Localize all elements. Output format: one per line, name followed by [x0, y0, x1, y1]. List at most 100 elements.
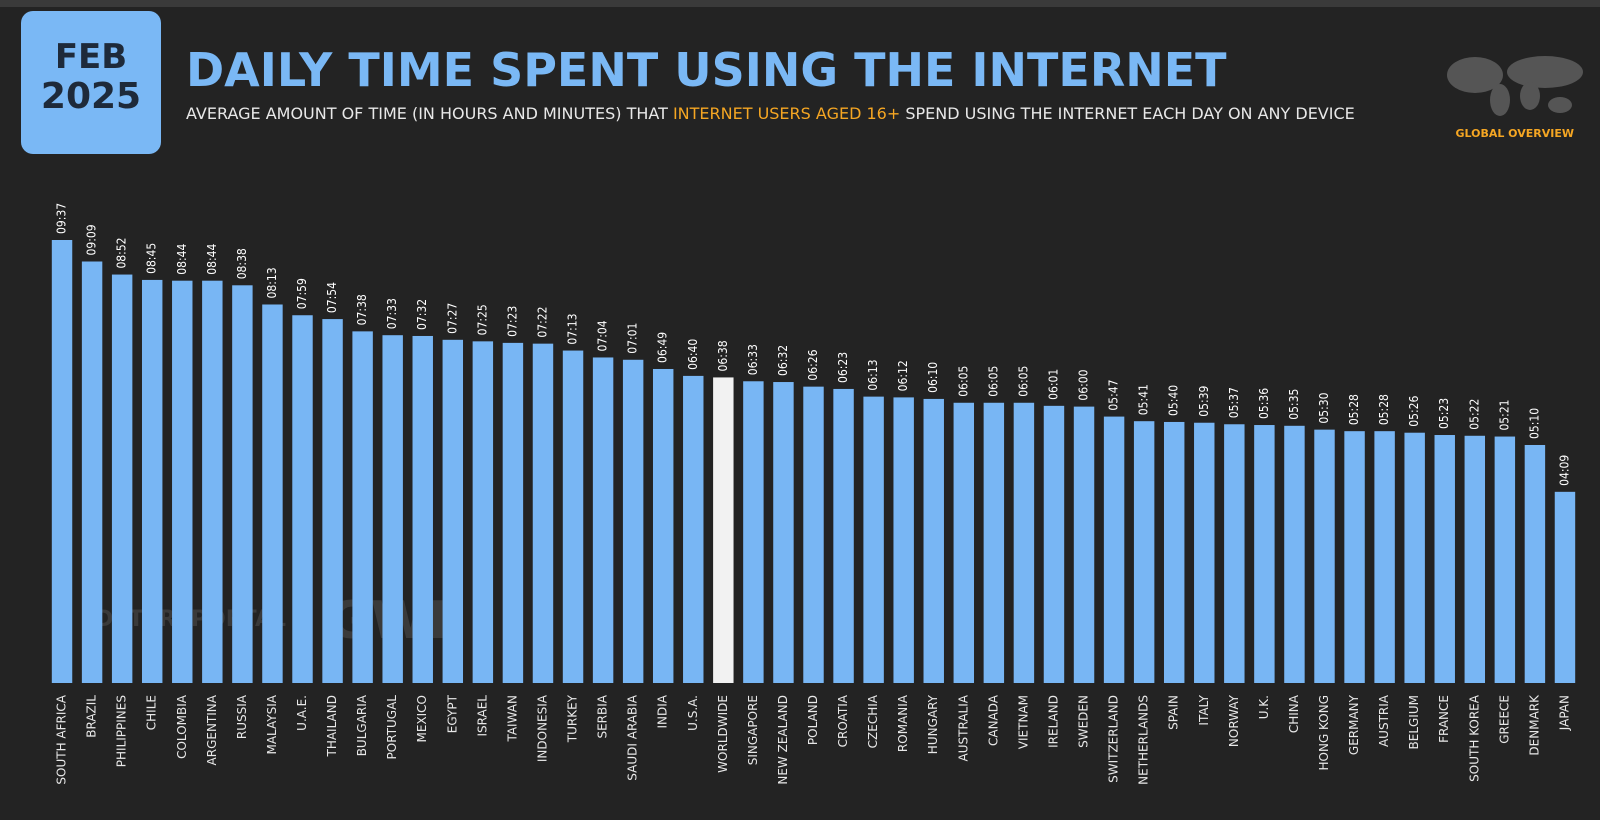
x-tick-label: BELGIUM — [1407, 695, 1421, 749]
value-label: 07:04 — [596, 320, 610, 351]
badge-month: FEB — [55, 37, 127, 77]
date-badge — [21, 11, 161, 154]
bar — [743, 381, 764, 683]
x-tick-label: NEW ZEALAND — [776, 695, 790, 785]
badge-year: 2025 — [41, 76, 141, 117]
bar — [1163, 421, 1185, 683]
x-tick-label: ARGENTINA — [205, 694, 219, 765]
x-tick-label: CHILE — [145, 695, 159, 730]
x-tick-label: HUNGARY — [926, 694, 940, 754]
x-tick-label: SINGAPORE — [746, 695, 760, 765]
value-label: 05:10 — [1527, 408, 1541, 439]
x-tick-label: CZECHIA — [866, 694, 880, 748]
bar — [863, 396, 884, 683]
x-tick-label: COLOMBIA — [175, 694, 189, 759]
bar — [232, 285, 253, 683]
bar — [983, 402, 1005, 683]
x-tick-label: AUSTRIA — [1377, 694, 1391, 747]
x-tick-label: SOUTH AFRICA — [55, 694, 69, 784]
value-label: 05:21 — [1497, 399, 1511, 430]
x-tick-label: INDIA — [656, 694, 670, 728]
x-tick-label: CANADA — [986, 694, 1000, 746]
value-label: 09:09 — [85, 224, 99, 255]
bar — [382, 335, 403, 683]
bar — [352, 331, 373, 683]
x-tick-label: BULGARIA — [355, 694, 369, 756]
bar — [202, 280, 223, 683]
value-label: 06:26 — [806, 349, 820, 380]
value-label: 05:40 — [1167, 385, 1181, 416]
bar — [1494, 436, 1516, 683]
bar — [592, 357, 614, 683]
value-label: 08:44 — [205, 243, 219, 274]
value-label: 06:12 — [896, 360, 910, 391]
bar — [1554, 491, 1576, 683]
bar — [713, 377, 734, 683]
bar — [442, 339, 464, 683]
x-tick-label: GREECE — [1497, 695, 1511, 744]
bar — [1344, 431, 1365, 683]
value-label: 05:28 — [1377, 394, 1391, 425]
x-tick-label: SERBIA — [596, 694, 610, 738]
bar — [1194, 422, 1215, 683]
value-label: 08:44 — [175, 243, 189, 274]
x-tick-label: RUSSIA — [235, 694, 249, 739]
section-label: GLOBAL OVERVIEW — [1455, 127, 1574, 140]
subtitle: AVERAGE AMOUNT OF TIME (IN HOURS AND MIN… — [186, 104, 1355, 123]
x-tick-label: POLAND — [806, 695, 820, 745]
value-label: 07:33 — [385, 298, 399, 329]
bar — [1434, 435, 1455, 683]
value-label: 05:28 — [1347, 394, 1361, 425]
subtitle-highlight: INTERNET USERS AGED 16+ — [673, 104, 900, 123]
bar — [111, 274, 133, 683]
x-tick-label: MALAYSIA — [265, 694, 279, 754]
bar — [1224, 424, 1245, 683]
bar — [1404, 432, 1425, 683]
x-tick-label: GERMANY — [1347, 694, 1361, 755]
x-tick-label: CHINA — [1287, 694, 1301, 733]
value-label: 06:33 — [746, 344, 760, 375]
value-label: 06:13 — [866, 360, 880, 391]
x-tick-label: WORLDWIDE — [716, 695, 730, 773]
value-label: 05:35 — [1287, 389, 1301, 420]
x-tick-label: ROMANIA — [896, 694, 910, 752]
bar — [1314, 429, 1335, 683]
value-label: 07:54 — [325, 282, 339, 313]
bar — [652, 368, 674, 683]
value-label: 08:45 — [145, 243, 159, 274]
x-tick-label: U.S.A. — [686, 695, 700, 731]
bar — [773, 382, 794, 683]
bar — [622, 359, 644, 683]
x-tick-label: DENMARK — [1527, 694, 1541, 756]
value-label: 07:01 — [626, 323, 640, 354]
x-tick-label: PHILIPPINES — [115, 695, 129, 767]
bar — [81, 261, 103, 683]
value-label: 05:47 — [1107, 379, 1121, 410]
subtitle-part: SPEND USING THE INTERNET EACH DAY ON ANY… — [900, 104, 1355, 123]
subtitle-part: AVERAGE AMOUNT OF TIME (IN HOURS AND MIN… — [186, 104, 673, 123]
x-tick-label: U.A.E. — [295, 695, 309, 731]
bar — [1073, 406, 1095, 683]
x-tick-label: SOUTH KOREA — [1467, 694, 1481, 782]
x-tick-label: PORTUGAL — [385, 695, 399, 760]
bar — [262, 304, 283, 683]
value-label: 07:22 — [535, 307, 549, 338]
x-tick-label: BRAZIL — [85, 695, 99, 738]
x-tick-label: SPAIN — [1167, 695, 1181, 730]
bar — [1374, 431, 1395, 683]
bar — [292, 315, 313, 683]
value-label: 05:22 — [1467, 399, 1481, 430]
x-tick-label: U.K. — [1257, 695, 1271, 719]
value-label: 08:52 — [115, 237, 129, 268]
bar — [532, 343, 554, 683]
x-tick-label: VIETNAM — [1016, 695, 1030, 749]
bar — [1464, 435, 1486, 683]
value-label: 07:27 — [445, 303, 459, 334]
value-label: 08:13 — [265, 267, 279, 298]
bar — [1284, 425, 1305, 683]
x-tick-label: FRANCE — [1437, 695, 1451, 743]
value-label: 06:38 — [716, 340, 730, 371]
x-tick-label: SWEDEN — [1077, 695, 1091, 748]
